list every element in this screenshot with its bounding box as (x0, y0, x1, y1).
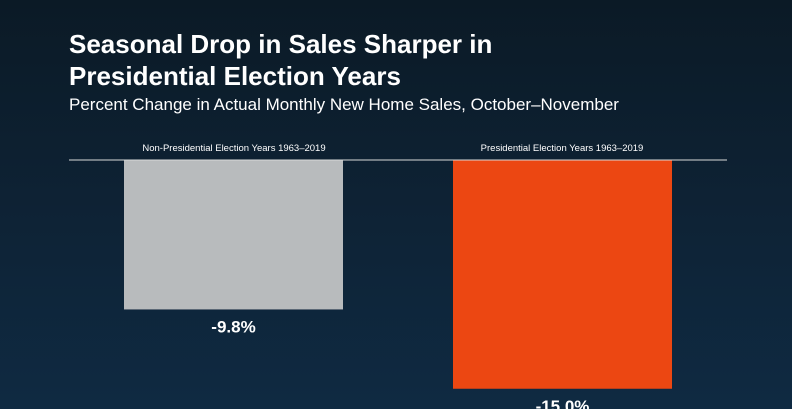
chart-subtitle: Percent Change in Actual Monthly New Hom… (69, 95, 619, 114)
chart-title-line-1: Seasonal Drop in Sales Sharper in (69, 29, 493, 59)
bar-presidential (453, 160, 672, 389)
bar-non-presidential (124, 160, 343, 310)
category-label-non-presidential: Non-Presidential Election Years 1963–201… (142, 143, 325, 154)
chart-title: Seasonal Drop in Sales Sharper in Presid… (69, 28, 729, 92)
data-label-presidential: -15.0% (536, 397, 590, 409)
data-label-non-presidential: -9.8% (211, 317, 255, 336)
chart-title-line-2: Presidential Election Years (69, 61, 401, 91)
category-label-presidential: Presidential Election Years 1963–2019 (481, 143, 644, 154)
